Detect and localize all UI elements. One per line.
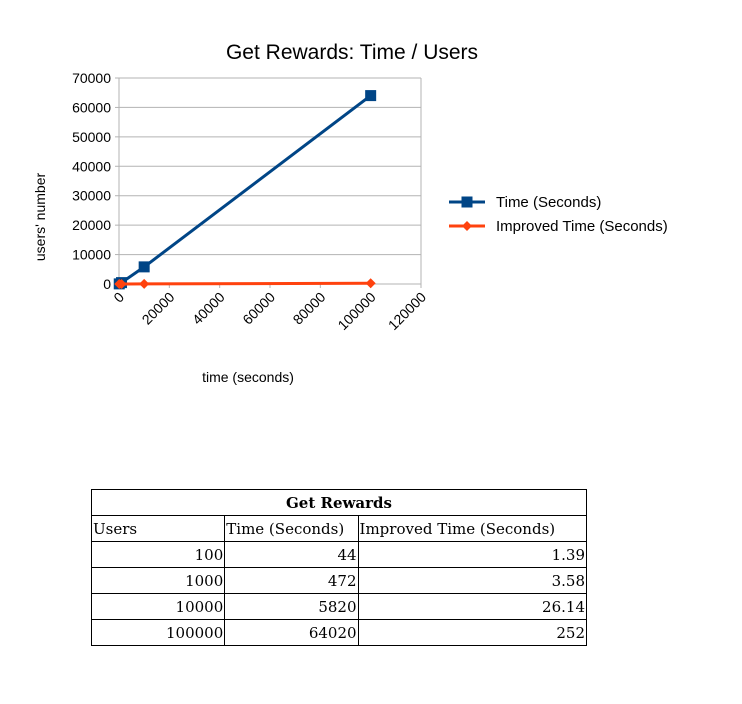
y-axis-tick-labels: 0 10000 20000 30000 40000 50000 60000 70000 [72, 70, 111, 292]
cell-time: 5820 [224, 593, 359, 620]
x-tick-label: 100000 [334, 289, 378, 333]
legend-label: Improved Time (Seconds) [496, 218, 668, 235]
data-point-time [365, 90, 377, 102]
table-title-row: Get Rewards [91, 489, 587, 516]
data-point-time [138, 261, 150, 273]
chart-title: Get Rewards: Time / Users [226, 41, 478, 64]
legend-square-marker [461, 196, 473, 208]
y-tick-label: 70000 [72, 70, 111, 86]
x-tick-label: 120000 [385, 289, 429, 333]
cell-improved-time: 26.14 [357, 593, 588, 620]
x-tick-label: 80000 [290, 289, 329, 328]
legend-label: Time (Seconds) [496, 194, 601, 211]
column-header-time: Time (Seconds) [224, 515, 359, 542]
cell-users: 1000 [90, 567, 226, 594]
table-row: 10000 5820 26.14 [90, 593, 588, 620]
y-tick-label: 0 [103, 276, 111, 292]
series-line-improved-time [119, 281, 371, 286]
cell-time: 472 [224, 567, 359, 594]
cell-users: 100000 [90, 619, 226, 646]
cell-improved-time: 3.58 [357, 567, 588, 594]
data-series [113, 90, 377, 290]
y-tick-label: 30000 [72, 188, 111, 204]
series-line-time [118, 94, 372, 286]
data-point-improved-time [139, 278, 150, 289]
y-tick-label: 20000 [72, 217, 111, 233]
y-tick-label: 40000 [72, 158, 111, 174]
axes [115, 77, 422, 288]
x-tick-label: 40000 [189, 289, 228, 328]
table-title: Get Rewards [91, 489, 587, 516]
y-tick-label: 50000 [72, 129, 111, 145]
grid-lines [119, 77, 421, 285]
x-tick-label: 20000 [139, 289, 178, 328]
x-tick-label: 60000 [239, 289, 278, 328]
legend: Time (Seconds) Improved Time (Seconds) [449, 194, 668, 235]
data-table: Get Rewards Users Time (Seconds) Improve… [90, 489, 588, 646]
column-header-improved-time: Improved Time (Seconds) [357, 515, 588, 542]
column-header-users: Users [90, 515, 226, 542]
data-point-improved-time [365, 278, 376, 289]
line-chart: Get Rewards: Time / Users 0 10000 20000 300… [32, 41, 668, 385]
data-point-improved-time [116, 278, 127, 289]
cell-users: 10000 [90, 593, 226, 620]
y-tick-label: 10000 [72, 247, 111, 263]
x-axis-label: time (seconds) [202, 369, 294, 385]
cell-users: 100 [90, 541, 226, 568]
y-axis-label: users' number [32, 173, 48, 262]
cell-improved-time: 252 [357, 619, 588, 646]
table-row: 100000 64020 252 [90, 619, 588, 646]
table-header-row: Users Time (Seconds) Improved Time (Seco… [90, 515, 588, 542]
cell-time: 44 [224, 541, 359, 568]
table-row: 1000 472 3.58 [90, 567, 588, 594]
table-row: 100 44 1.39 [90, 541, 588, 568]
x-tick-label: 0 [110, 289, 127, 306]
y-tick-label: 60000 [72, 99, 111, 115]
legend-diamond-marker [462, 221, 472, 231]
x-axis-tick-labels: 0 20000 40000 60000 80000 100000 120000 [110, 289, 429, 333]
cell-time: 64020 [224, 619, 359, 646]
cell-improved-time: 1.39 [357, 541, 588, 568]
